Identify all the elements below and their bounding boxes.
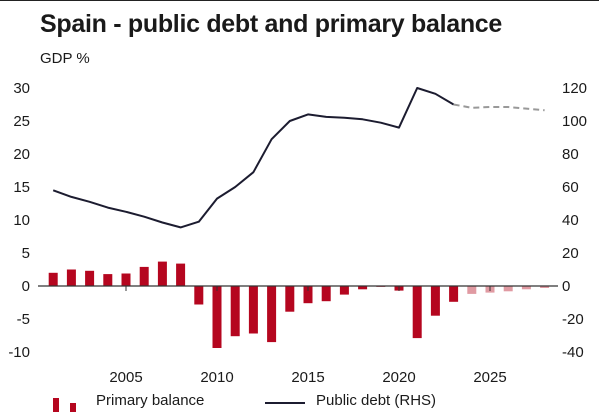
y-left-tick-label: 0 [22, 278, 30, 295]
y-right-tick-label: 0 [562, 278, 570, 295]
line-public-debt-forecast [453, 103, 545, 112]
chart-subtitle: GDP % [40, 50, 90, 67]
y-right-tick-label: -40 [562, 344, 584, 361]
legend-label-primary-balance: Primary balance [96, 392, 205, 409]
y-left-tick-label: 20 [13, 146, 30, 163]
bar-primary-balance [412, 286, 422, 339]
bar-primary-balance [358, 286, 368, 290]
bar-primary-balance [121, 273, 131, 286]
bar-primary-balance [139, 266, 149, 286]
top-rule [0, 0, 599, 8]
y-left-tick-label: 30 [13, 80, 30, 97]
bar-primary-balance [85, 270, 95, 286]
y-right-tick-label: 60 [562, 179, 579, 196]
bar-primary-balance [321, 286, 331, 302]
y-left-tick-label: 5 [22, 245, 30, 262]
bar-primary-balance [503, 286, 513, 292]
bar-primary-balance [540, 286, 550, 288]
bar-primary-balance [285, 286, 295, 312]
y-left-tick-label: -5 [17, 311, 30, 328]
y-right-tick-label: 20 [562, 245, 579, 262]
legend-bar-swatch [53, 398, 59, 412]
bar-primary-balance [194, 286, 204, 305]
legend-bar-swatch-2 [70, 403, 76, 412]
y-left-tick-label: 10 [13, 212, 30, 229]
bar-primary-balance [66, 269, 76, 286]
chart-title: Spain - public debt and primary balance [40, 10, 503, 38]
x-tick-label: 2020 [382, 369, 415, 386]
bar-primary-balance [103, 274, 113, 286]
y-left-tick-label: 15 [13, 179, 30, 196]
bar-primary-balance [430, 286, 440, 316]
y-right-tick-label: 120 [562, 80, 587, 97]
y-right-tick-label: 40 [562, 212, 579, 229]
bar-primary-balance [157, 261, 167, 286]
y-left-tick-label: 25 [13, 113, 30, 130]
bar-primary-balance [248, 286, 258, 334]
y-right-tick-label: -20 [562, 311, 584, 328]
bar-primary-balance [230, 286, 240, 337]
bar-primary-balance [339, 286, 349, 295]
x-tick-label: 2025 [473, 369, 506, 386]
x-tick-label: 2005 [109, 369, 142, 386]
y-right-tick-label: 100 [562, 113, 587, 130]
legend-line-swatch [265, 402, 305, 404]
bar-primary-balance [303, 286, 313, 304]
bar-primary-balance [467, 286, 477, 294]
bar-primary-balance [449, 286, 459, 302]
bar-primary-balance [48, 272, 58, 286]
bar-primary-balance [212, 286, 222, 348]
legend-label-public-debt: Public debt (RHS) [316, 392, 437, 409]
y-left-tick-label: -10 [8, 344, 30, 361]
x-tick-label: 2010 [200, 369, 233, 386]
line-public-debt [52, 87, 455, 229]
y-right-tick-label: 80 [562, 146, 579, 163]
bar-primary-balance [176, 263, 186, 286]
bar-primary-balance [267, 286, 277, 343]
x-tick-label: 2015 [291, 369, 324, 386]
bar-primary-balance [521, 286, 531, 290]
